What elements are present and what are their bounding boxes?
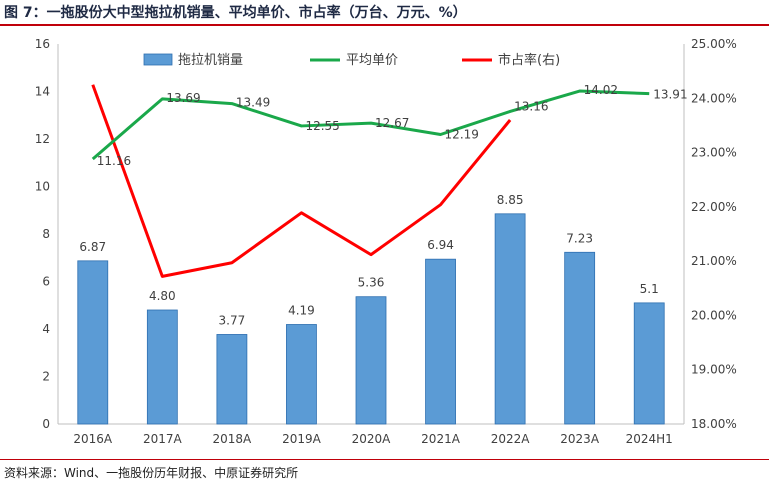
line-value-label: 13.69 [166, 91, 200, 105]
y-right-tick-label: 23.00% [691, 146, 737, 160]
x-tick-label: 2020A [352, 432, 392, 446]
line-value-label: 13.16 [514, 99, 548, 113]
bar [286, 324, 317, 425]
source-note: 资料来源：Wind、一拖股份历年财报、中原证券研究所 [4, 466, 299, 480]
chart-title: 图 7：一拖股份大中型拖拉机销量、平均单价、市占率（万台、万元、%） [4, 5, 467, 21]
x-tick-label: 2023A [560, 432, 600, 446]
bar-value-label: 4.80 [149, 289, 176, 303]
y-left-tick-label: 14 [35, 85, 50, 99]
y-right-tick-label: 19.00% [691, 363, 737, 377]
y-left-tick-label: 8 [42, 227, 50, 241]
legend-label-sales: 拖拉机销量 [178, 53, 243, 68]
legend-label-market-share: 市占率(右) [498, 52, 560, 68]
bar [355, 296, 387, 425]
bar-value-label: 3.77 [219, 313, 246, 327]
line-value-label: 13.91 [653, 88, 687, 102]
legend-swatch-sales [143, 53, 173, 66]
bar-value-label: 5.1 [640, 282, 659, 296]
bar [494, 213, 526, 425]
line-value-label: 12.55 [305, 119, 339, 133]
x-tick-label: 2016A [73, 432, 113, 446]
bar-value-label: 6.87 [79, 240, 106, 254]
bar [425, 258, 456, 425]
x-tick-label: 2019A [282, 432, 322, 446]
bar [633, 302, 665, 425]
legend-label-avg-price: 平均单价 [346, 53, 398, 68]
y-left-tick-label: 6 [42, 275, 50, 289]
x-tick-label: 2017A [143, 432, 183, 446]
y-right-tick-label: 22.00% [691, 200, 737, 214]
line-value-label: 13.49 [236, 96, 270, 110]
y-left-tick-label: 12 [35, 132, 50, 146]
line-value-label: 12.19 [445, 127, 479, 141]
y-left-tick-label: 2 [42, 370, 50, 384]
y-left-tick-label: 4 [42, 322, 50, 336]
y-right-tick-label: 21.00% [691, 254, 737, 268]
bar [216, 334, 248, 425]
y-left-tick-label: 16 [35, 37, 50, 51]
bar-value-label: 7.23 [566, 231, 593, 245]
y-left-tick-label: 0 [42, 417, 50, 431]
bar-value-label: 4.19 [288, 303, 315, 317]
line-value-label: 14.02 [584, 83, 618, 97]
bar [77, 260, 109, 425]
y-right-tick-label: 18.00% [691, 417, 737, 431]
title-rule [0, 24, 769, 26]
x-tick-label: 2024H1 [626, 432, 673, 446]
y-right-tick-label: 25.00% [691, 37, 737, 51]
source-rule [0, 459, 769, 460]
x-tick-label: 2018A [213, 432, 253, 446]
bar-value-label: 8.85 [497, 193, 524, 207]
bar [146, 309, 178, 425]
y-left-tick-label: 10 [35, 180, 50, 194]
x-tick-label: 2022A [491, 432, 531, 446]
line-value-label: 12.67 [375, 116, 409, 130]
y-right-tick-label: 24.00% [691, 91, 737, 105]
line-value-label: 11.16 [97, 154, 131, 168]
x-tick-label: 2021A [421, 432, 461, 446]
y-right-tick-label: 20.00% [691, 308, 737, 322]
bar-value-label: 5.36 [358, 276, 385, 290]
bar-value-label: 6.94 [427, 238, 454, 252]
bar [564, 251, 596, 425]
